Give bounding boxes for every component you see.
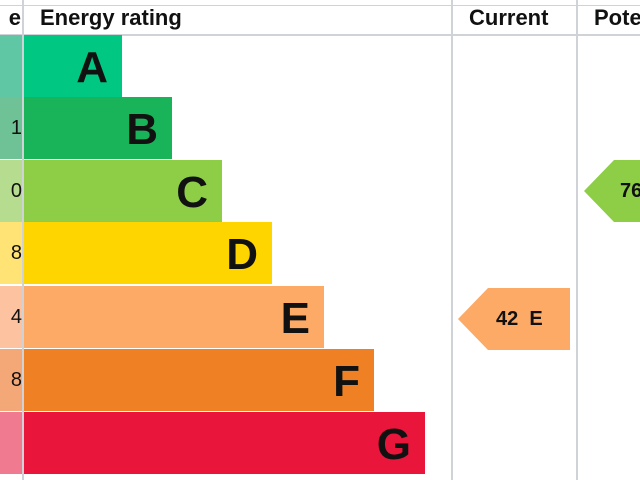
band-score-c: 0 xyxy=(0,160,22,222)
divider xyxy=(0,34,640,36)
band-score-d: 8 xyxy=(0,222,22,284)
band-score-f: 8 xyxy=(0,349,22,411)
band-score-g xyxy=(0,412,22,474)
band-bar-c: C xyxy=(24,160,222,222)
potential-rating-arrow: 76 xyxy=(584,160,640,222)
band-bar-d: D xyxy=(24,222,272,284)
band-score-a xyxy=(0,35,22,97)
band-score-e: 4 xyxy=(0,286,22,348)
potential-rating-label: 76 xyxy=(620,179,640,202)
band-bar-g: G xyxy=(24,412,425,474)
header-potential: Pote xyxy=(594,5,640,30)
header-score: e xyxy=(8,5,21,30)
current-rating-label: 42 E xyxy=(496,307,543,330)
divider xyxy=(576,0,578,480)
header-energy-rating: Energy rating xyxy=(40,5,182,30)
current-rating-arrow: 42 E xyxy=(458,288,570,350)
header-current: Current xyxy=(469,5,549,30)
band-bar-f: F xyxy=(24,349,374,411)
band-score-b: 1 xyxy=(0,97,22,159)
band-bar-e: E xyxy=(24,286,324,348)
divider xyxy=(0,5,640,6)
band-bar-a: A xyxy=(24,35,122,97)
divider xyxy=(451,0,453,480)
divider xyxy=(22,0,24,480)
band-bar-b: B xyxy=(24,97,172,159)
